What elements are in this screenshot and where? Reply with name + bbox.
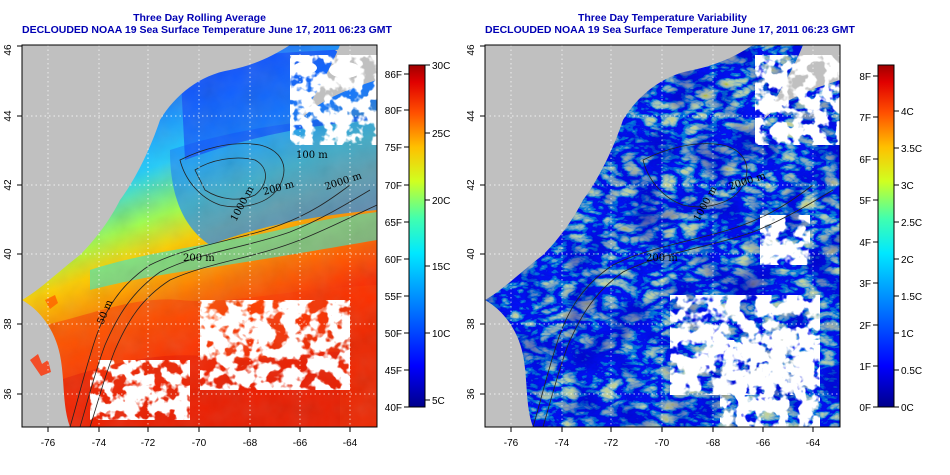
right-lon-label: -76 [504,438,519,449]
cbar-c-label: 30C [432,61,450,72]
cloud-mask [670,55,840,427]
cbar-f-label: 45F [385,366,402,377]
cbar-f-label: 3F [859,279,871,290]
right-lon-label: -74 [555,438,570,449]
contour-label-200m: 200 m [183,253,215,264]
right-map [485,45,840,427]
cbar-f-label: 80F [385,106,402,117]
right-lat-label: 46 [466,44,477,56]
left-lon-label: -70 [192,438,207,449]
cbar-c-label: 2.5C [901,218,922,229]
cbar-c-label: 25C [432,129,450,140]
left-map-subtitle: DECLOUDED NOAA 19 Sea Surface Temperatur… [22,24,392,36]
contour-label-100m: 100 m [296,150,328,161]
left-lat-ticks [17,45,22,395]
cbar-c-label: 1.5C [901,292,922,303]
right-lon-ticks [510,427,814,432]
graticule [22,45,377,427]
variability-colorbar [877,64,895,408]
left-lat-label: 36 [3,388,14,400]
left-map-title: Three Day Rolling Average [133,12,266,24]
cbar-f-label: 65F [385,218,402,229]
cbar-c-label: 5C [432,396,445,407]
cbar-c-label: 15C [432,262,450,273]
cloud-mask [90,55,377,420]
left-lat-label: 46 [3,44,14,56]
cbar-f-label: 0F [859,403,871,414]
cbar-c-label: 3C [901,181,914,192]
variability-colorbar-ticks [873,75,899,408]
left-lon-label: -66 [293,438,308,449]
cbar-c-label: 0.5C [901,366,922,377]
right-lon-label: -68 [706,438,721,449]
cbar-f-label: 70F [385,181,402,192]
cbar-f-label: 5F [859,196,871,207]
cbar-c-label: 3.5C [901,144,922,155]
right-lon-label: -72 [604,438,619,449]
cbar-f-label: 60F [385,255,402,266]
right-lat-label: 44 [466,110,477,122]
cbar-f-label: 8F [859,72,871,83]
bathymetry-contours [69,143,377,427]
contour-label-200m: 200 m [646,253,678,264]
cbar-f-label: 50F [385,329,402,340]
cbar-f-label: 75F [385,143,402,154]
right-lon-label: -66 [756,438,771,449]
land-mainland [485,45,753,300]
cbar-f-label: 2F [859,321,871,332]
right-lat-label: 42 [466,179,477,191]
cbar-f-label: 86F [385,70,402,81]
cbar-c-label: 4C [901,107,914,118]
cbar-f-label: 6F [859,155,871,166]
left-lon-label: -72 [141,438,156,449]
left-lon-label: -68 [243,438,258,449]
left-lon-label: -74 [92,438,107,449]
cbar-f-label: 40F [385,403,402,414]
cbar-c-label: 0C [901,403,914,414]
right-map-subtitle: DECLOUDED NOAA 19 Sea Surface Temperatur… [485,24,855,36]
right-lat-ticks [480,45,485,395]
land-mainland [22,45,290,300]
left-lon-label: -76 [41,438,56,449]
left-lat-label: 42 [3,179,14,191]
left-lat-label: 38 [3,318,14,330]
left-lon-label: -64 [343,438,358,449]
right-map-title: Three Day Temperature Variability [577,12,748,24]
sst-colorbar-ticks [404,64,430,408]
cbar-c-label: 20C [432,196,450,207]
left-lon-ticks [47,427,351,432]
cbar-c-label: 2C [901,255,914,266]
right-lat-label: 40 [466,248,477,260]
sst-colorbar [408,64,426,408]
right-lon-label: -64 [806,438,821,449]
cbar-c-label: 10C [432,329,450,340]
graticule [485,45,840,427]
left-map [22,45,377,427]
right-lat-label: 38 [466,318,477,330]
right-lon-label: -70 [655,438,670,449]
left-lat-label: 44 [3,110,14,122]
cbar-f-label: 7F [859,113,871,124]
cbar-c-label: 1C [901,329,914,340]
cbar-f-label: 55F [385,292,402,303]
right-lat-label: 36 [466,388,477,400]
left-lat-label: 40 [3,248,14,260]
cbar-f-label: 4F [859,238,871,249]
cbar-f-label: 1F [859,362,871,373]
land-southern-coast [485,300,533,427]
